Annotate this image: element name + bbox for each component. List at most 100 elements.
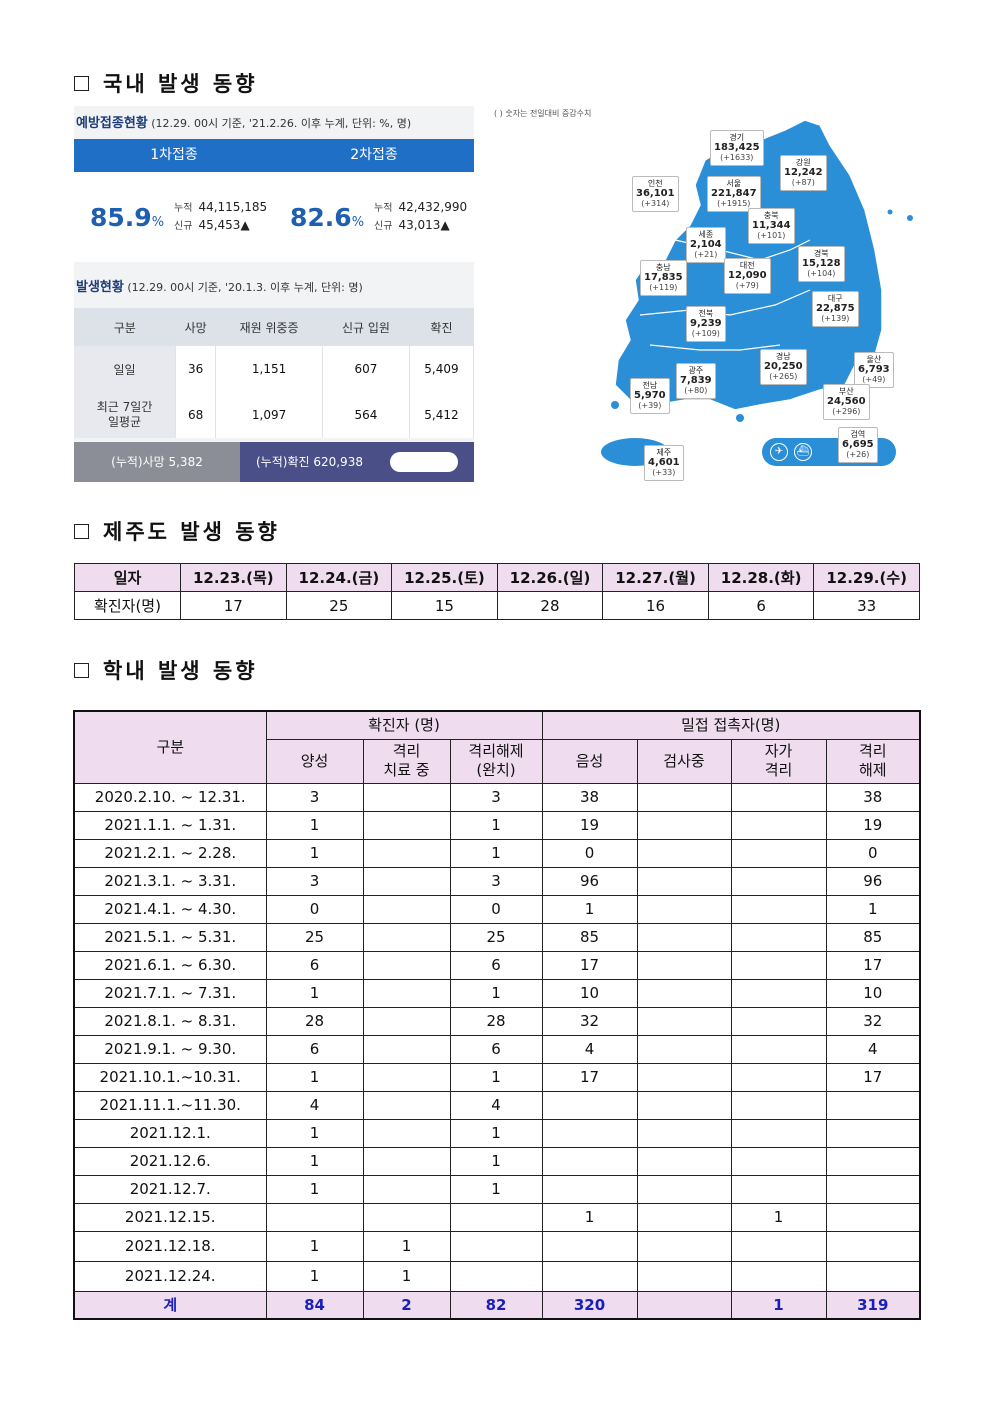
region-sejong: 세종 2,104 (+21) — [686, 227, 726, 263]
cell-value — [541, 1174, 638, 1204]
cell-value — [636, 1146, 732, 1176]
table-row: 2021.5.1. ~ 5.31. 25 25 85 85 — [73, 922, 921, 952]
vaccination-header: 예방접종현황 (12.29. 00시 기준, '21.2.26. 이후 누계, … — [74, 106, 474, 136]
total-value — [636, 1290, 732, 1320]
cell-value: 1 — [265, 1118, 364, 1148]
cell-value — [541, 1230, 638, 1262]
region-chungbuk: 충북 11,344 (+101) — [748, 208, 795, 244]
cumulative-confirmed: (누적)확진 620,938 — [240, 442, 474, 482]
region-gwangju: 광주 7,839 (+80) — [676, 363, 716, 399]
cell-value: 3 — [449, 866, 543, 896]
cell-value — [825, 1090, 921, 1120]
cell-value: 1 — [825, 894, 921, 924]
region-jeonnam: 전남 5,970 (+39) — [630, 378, 670, 414]
cell-value: 1 — [265, 1260, 364, 1292]
region-seoul: 서울 221,847 (+1915) — [707, 176, 761, 212]
cell-value: 3 — [265, 782, 364, 812]
cell-value — [730, 1230, 827, 1262]
cell-value — [362, 1118, 451, 1148]
map-note: ( ) 숫자는 전일대비 증감수치 — [494, 109, 592, 118]
cell-value — [730, 866, 827, 896]
total-value: 319 — [825, 1290, 921, 1320]
row-period: 2021.12.6. — [73, 1146, 267, 1176]
section-title-jeju: 제주도 발생 동향 — [74, 516, 280, 546]
cell-value: 1 — [730, 1202, 827, 1232]
cell-value — [541, 1260, 638, 1292]
cell-value — [730, 922, 827, 952]
total-value: 320 — [541, 1290, 638, 1320]
row-period: 2021.5.1. ~ 5.31. — [73, 922, 267, 952]
cell-value — [825, 1118, 921, 1148]
cell-value — [730, 782, 827, 812]
table-row: 2021.12.6. 1 1 — [73, 1146, 921, 1176]
cell-value — [362, 950, 451, 980]
table-row: 2021.4.1. ~ 4.30. 0 0 1 1 — [73, 894, 921, 924]
row-period: 2021.12.15. — [73, 1202, 267, 1232]
cell-value — [362, 838, 451, 868]
cell-value: 4 — [825, 1034, 921, 1064]
cell-value — [362, 866, 451, 896]
table-row: 일일 36 1,151 607 5,409 — [74, 346, 475, 392]
checkbox-icon — [74, 75, 89, 91]
korea-region-map: ( ) 숫자는 전일대비 증감수치 경기 183,425 (+1633) 강원 12,… — [490, 100, 920, 485]
cell-value — [636, 1230, 732, 1262]
cell-value — [362, 1090, 451, 1120]
region-jeonbuk: 전북 9,239 (+109) — [686, 306, 726, 342]
occurrence-header: 발생현황 (12.29. 00시 기준, '20.1.3. 이후 누계, 단위:… — [74, 276, 474, 295]
cell-value: 1 — [541, 1202, 638, 1232]
cell-value: 6 — [449, 950, 543, 980]
cell-value — [730, 1062, 827, 1092]
second-dose-percent: 82.6% — [290, 202, 365, 232]
second-dose-counts: 누적 42,432,990 신규 43,013▲ — [374, 200, 468, 232]
region-ulsan: 울산 6,793 (+49) — [854, 352, 894, 388]
cell-value: 0 — [541, 838, 638, 868]
cell-value — [636, 1090, 732, 1120]
table-row: 2021.10.1.~10.31. 1 1 17 17 — [73, 1062, 921, 1092]
table-row: 2021.12.7. 1 1 — [73, 1174, 921, 1204]
vaccination-title: 예방접종현황 — [76, 116, 148, 131]
cell-value — [636, 894, 732, 924]
cell-value — [541, 1090, 638, 1120]
cell-value — [636, 866, 732, 896]
occurrence-title: 발생현황 — [76, 280, 124, 295]
col-group-confirmed: 확진자 (명) — [265, 710, 543, 740]
cell-value — [636, 1202, 732, 1232]
cell-value — [730, 1034, 827, 1064]
cell-value — [825, 1174, 921, 1204]
table-row: 2021.9.1. ~ 9.30. 6 6 4 4 — [73, 1034, 921, 1064]
row-period: 2021.12.18. — [73, 1230, 267, 1262]
region-daejeon: 대전 12,090 (+79) — [724, 258, 771, 294]
cell-value — [636, 922, 732, 952]
cell-value: 6 — [265, 950, 364, 980]
cell-value — [730, 1174, 827, 1204]
airplane-icon: ✈ — [770, 443, 788, 461]
cell-value: 1 — [449, 1146, 543, 1176]
row-period: 2021.4.1. ~ 4.30. — [73, 894, 267, 924]
table-row: 2021.12.18. 1 1 — [73, 1230, 921, 1262]
cell-value: 1 — [362, 1230, 451, 1262]
vaccination-panel: 예방접종현황 (12.29. 00시 기준, '21.2.26. 이후 누계, … — [74, 106, 475, 482]
cell-value — [362, 978, 451, 1008]
row-period: 2021.7.1. ~ 7.31. — [73, 978, 267, 1008]
cell-value: 25 — [265, 922, 364, 952]
section-title-domestic: 국내 발생 동향 — [74, 68, 258, 98]
cell-value — [362, 1006, 451, 1036]
cell-value: 0 — [449, 894, 543, 924]
cell-value — [730, 950, 827, 980]
row-period: 2021.12.7. — [73, 1174, 267, 1204]
table-row: 2021.7.1. ~ 7.31. 1 1 10 10 — [73, 978, 921, 1008]
cell-value: 1 — [449, 810, 543, 840]
cell-value: 38 — [541, 782, 638, 812]
cell-value: 19 — [825, 810, 921, 840]
cell-value: 6 — [265, 1034, 364, 1064]
cell-value — [362, 782, 451, 812]
cell-value: 96 — [825, 866, 921, 896]
vaccination-stats: 85.9% 누적 44,115,185 신규 45,453▲ 82.6% 누적 42,… — [74, 172, 474, 262]
cell-value: 1 — [265, 1062, 364, 1092]
table-row: 2021.1.1. ~ 1.31. 1 1 19 19 — [73, 810, 921, 840]
occurrence-table: 구분 사망 재원 위중증 신규 입원 확진 일일 36 1,151 607 5,… — [74, 308, 475, 438]
cell-value: 1 — [265, 838, 364, 868]
total-label: 계 — [73, 1290, 267, 1320]
cell-value — [362, 1146, 451, 1176]
cell-value — [730, 1090, 827, 1120]
